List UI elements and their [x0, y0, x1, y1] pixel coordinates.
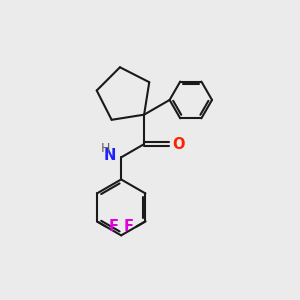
Text: N: N: [103, 148, 116, 164]
Text: F: F: [124, 219, 134, 234]
Text: O: O: [173, 136, 185, 152]
Text: F: F: [109, 219, 119, 234]
Text: H: H: [101, 142, 110, 155]
